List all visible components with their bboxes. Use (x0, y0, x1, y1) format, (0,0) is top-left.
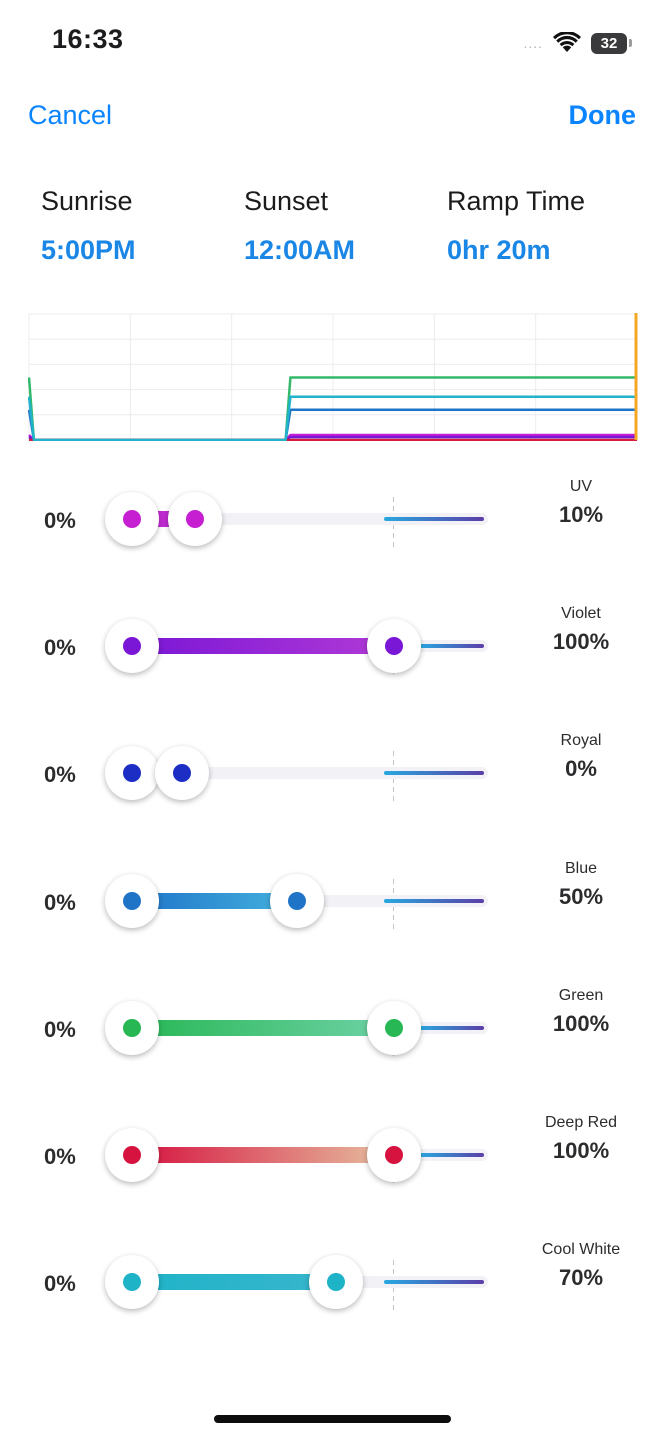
sunrise-value[interactable]: 5:00PM (41, 235, 136, 265)
slider-min-handle[interactable] (105, 746, 159, 801)
slider-min-handle[interactable] (105, 492, 159, 546)
slider-handle-dot (123, 510, 141, 528)
sunset-setting[interactable]: Sunset 12:00AM (244, 186, 355, 266)
channel-value: 0% (565, 756, 597, 782)
channel-row-green: 0% Green 100% (0, 986, 664, 1089)
status-time: 16:33 (52, 24, 124, 54)
sunset-value[interactable]: 12:00AM (244, 235, 356, 265)
slider-handle-dot (123, 1146, 141, 1164)
channel-row-blue: 0% Blue 50% (0, 859, 664, 962)
ramp-time-value[interactable]: 0hr 20m (447, 235, 551, 265)
slider-min-handle[interactable] (105, 619, 159, 674)
slider-min-handle[interactable] (105, 1128, 159, 1182)
slider-min-handle[interactable] (105, 1255, 159, 1310)
slider-track-tail (420, 1025, 484, 1030)
slider-max-handle[interactable] (154, 746, 209, 801)
channel-min-value: 0% (44, 889, 76, 915)
ramp-time-setting[interactable]: Ramp Time 0hr 20m (447, 186, 585, 266)
channel-row-violet: 0% Violet 100% (0, 605, 664, 707)
channel-row-deep-red: 0% Deep Red 100% (0, 1114, 664, 1216)
channel-name: Violet (561, 605, 601, 623)
cancel-button[interactable]: Cancel (28, 100, 113, 130)
wifi-icon (553, 32, 581, 52)
channel-value: 10% (558, 502, 604, 527)
channel-value: 100% (552, 629, 610, 655)
light-schedule-chart (28, 313, 638, 441)
slider-handle-dot (123, 1273, 141, 1292)
sunrise-setting[interactable]: Sunrise 5:00PM (41, 186, 136, 266)
slider-track-tail (420, 1153, 484, 1157)
channel-value: 50% (558, 883, 604, 909)
slider-range-bar (132, 1274, 337, 1291)
slider-handle-dot (385, 1018, 403, 1037)
slider-handle-dot (327, 1273, 346, 1292)
slider-handle-dot (123, 891, 141, 910)
slider-range-bar (132, 892, 298, 909)
channel-name: Deep Red (544, 1114, 618, 1131)
slider-handle-dot (288, 891, 307, 910)
channel-name: Royal (560, 732, 602, 750)
channel-min-value: 0% (44, 1271, 76, 1297)
slider-track-tail (384, 517, 484, 521)
channel-value: 100% (552, 1138, 610, 1163)
channel-min-value: 0% (44, 1016, 76, 1042)
slider-range-bar (132, 1147, 394, 1163)
channel-name: UV (569, 478, 593, 495)
channel-row-uv: 0% UV 10% (0, 478, 664, 580)
slider-range-bar (132, 1019, 394, 1036)
slider-handle-dot (385, 637, 403, 656)
battery-icon: 32 (591, 32, 632, 54)
slider-max-handle[interactable] (270, 873, 325, 928)
chart-series-line-7 (28, 395, 637, 441)
slider-track-tail (384, 771, 484, 776)
channel-row-cool-white: 0% Cool White 70% (0, 1241, 664, 1343)
ramp-time-label: Ramp Time (447, 186, 586, 216)
cellular-signal-icon: .... (523, 35, 543, 51)
slider-handle-dot (185, 510, 204, 528)
slider-max-handle[interactable] (167, 492, 222, 546)
slider-max-handle[interactable] (367, 1128, 421, 1182)
slider-max-handle[interactable] (367, 619, 421, 674)
channel-name: Cool White (541, 1241, 621, 1259)
slider-track-tail (384, 898, 484, 903)
slider-handle-dot (123, 637, 141, 656)
slider-max-handle[interactable] (309, 1255, 364, 1310)
home-indicator (214, 1415, 451, 1423)
slider-track-tail (384, 1280, 484, 1285)
slider-min-handle[interactable] (105, 873, 159, 928)
done-button[interactable]: Done (568, 100, 637, 130)
sunset-label: Sunset (244, 186, 329, 216)
channel-min-value: 0% (44, 508, 76, 533)
channel-row-royal: 0% Royal 0% (0, 732, 664, 834)
channel-name: Green (558, 986, 604, 1004)
channel-min-value: 0% (44, 1144, 76, 1169)
sunrise-label: Sunrise (41, 186, 133, 216)
slider-handle-dot (172, 764, 191, 783)
battery-level: 32 (591, 32, 627, 54)
slider-handle-dot (123, 764, 141, 783)
channel-value: 100% (552, 1010, 610, 1036)
slider-handle-dot (123, 1018, 141, 1037)
channel-name: Blue (564, 859, 598, 877)
channel-min-value: 0% (44, 762, 76, 788)
slider-max-handle[interactable] (367, 1000, 421, 1055)
slider-handle-dot (385, 1146, 403, 1164)
slider-range-bar (132, 638, 394, 655)
slider-min-handle[interactable] (105, 1000, 159, 1055)
channel-value: 70% (558, 1265, 604, 1291)
slider-track-tail (420, 644, 484, 649)
channel-min-value: 0% (44, 635, 76, 661)
status-indicators: .... 32 (523, 28, 632, 58)
